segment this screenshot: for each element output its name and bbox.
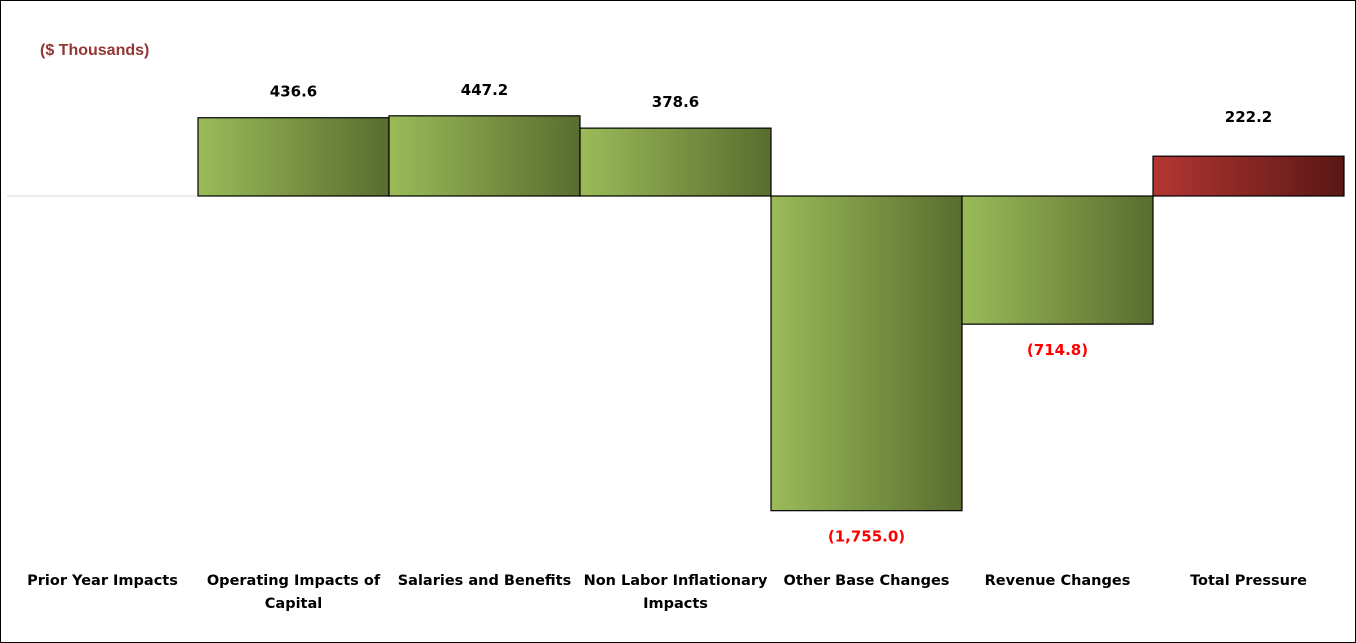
category-label-3: Salaries and Benefits [398,573,572,589]
category-label-2: Operating Impacts of [207,573,381,589]
bar-2 [197,117,390,197]
value-label-5: (1,755.0) [828,528,905,546]
bar-3 [388,115,581,197]
value-label-2: 436.6 [270,83,317,101]
category-label-4: Non Labor Inflationary [584,573,768,589]
value-label-6: (714.8) [1027,341,1088,359]
category-label-7: Total Pressure [1190,573,1307,589]
category-label-2-line-2: Capital [265,596,322,612]
category-labels-group: Prior Year Impacts Operating Impacts of Ca… [27,573,1307,612]
unit-label: ($ Thousands) [40,42,150,59]
bar-4 [579,127,772,197]
value-label-3: 447.2 [461,81,508,99]
category-label-5: Other Base Changes [784,573,950,589]
value-label-4: 378.6 [652,93,699,111]
bar-6 [961,195,1154,325]
bars-group [197,115,1345,512]
bar-7 [1152,155,1345,197]
category-label-1: Prior Year Impacts [27,573,178,589]
category-label-4-line-2: Impacts [643,596,708,612]
value-labels-group: 436.6 447.2 378.6 (1,755.0) (714.8) 222.2 [270,81,1272,546]
bar-5 [770,195,963,512]
value-label-7: 222.2 [1225,108,1272,126]
category-label-6: Revenue Changes [985,573,1131,589]
